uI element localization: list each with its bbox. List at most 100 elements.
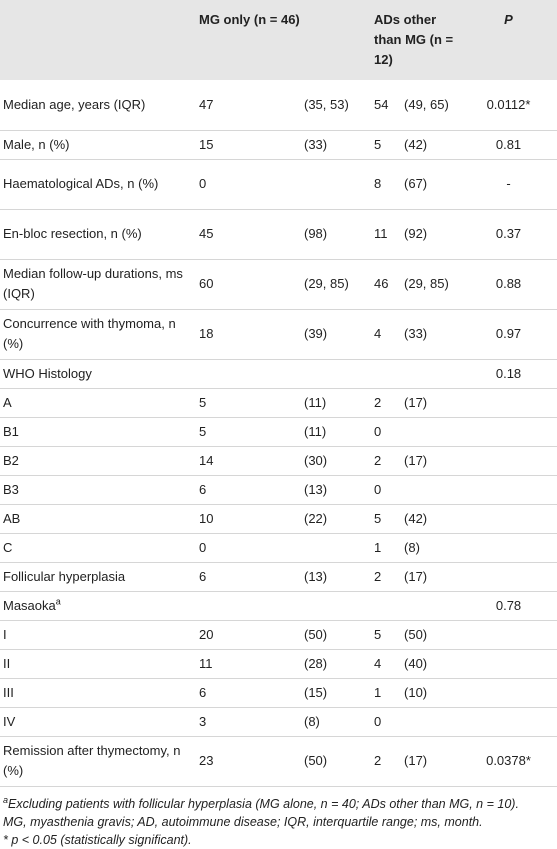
row-label: B3 [0,475,195,505]
label-sup: a [55,596,61,607]
table-cell: (17) [400,562,461,592]
table-cell: 2 [370,562,401,592]
table-row: Haematological ADs, n (%) 0 8 (67) - [0,159,557,210]
table-cell: 2 [370,736,401,787]
row-label: A [0,388,195,418]
table-row: IV 3 (8) 0 [0,707,557,737]
table-cell: 0 [370,475,401,505]
label-text: Haematological ADs, n (%) [3,176,159,191]
table-cell: 2 [370,388,401,418]
table-cell: (67) [400,159,461,210]
table-cell [460,707,557,737]
label-text: En-bloc resection, n (%) [3,226,142,241]
label-text: C [3,539,13,555]
table-cell [460,649,557,679]
label-text: B3 [3,481,19,497]
footnote: * p < 0.05 (statistically significant). [3,831,554,849]
table-cell [195,591,300,621]
table-cell: 5 [195,417,300,447]
label-text: Remission after thymectomy, n (%) [3,743,181,778]
table-cell [400,417,461,447]
table-row: B2 14 (30) 2 (17) [0,446,557,476]
row-label: En-bloc resection, n (%) [0,209,195,260]
table-cell: 18 [195,309,300,360]
row-label: IV [0,707,195,737]
table-cell [300,359,371,389]
table-row: Median follow-up durations, ms (IQR) 60 (2… [0,259,557,310]
row-label: III [0,678,195,708]
table-cell: 45 [195,209,300,260]
table-cell: 0.88 [460,259,557,310]
table-row: En-bloc resection, n (%) 45 (98) 11 (92) 0.37 [0,209,557,260]
table-row: AB 10 (22) 5 (42) [0,504,557,534]
table-row: Masaokaa 0.78 [0,591,557,621]
table-cell [370,591,401,621]
data-table: MG only (n = 46) ADs other than MG (n = … [0,0,557,787]
label-text: B2 [3,452,19,468]
label-text: Concurrence with thymoma, n (%) [3,316,176,351]
row-label: Masaokaa [0,591,195,621]
table-row: Concurrence with thymoma, n (%) 18 (39) 4 (3… [0,309,557,360]
table-cell: 6 [195,475,300,505]
table-cell: (50) [400,620,461,650]
table-row: II 11 (28) 4 (40) [0,649,557,679]
table-cell: (42) [400,504,461,534]
label-text: Male, n (%) [3,136,70,152]
table-cell [400,475,461,505]
table-cell: 4 [370,649,401,679]
table-cell: 20 [195,620,300,650]
table-cell [460,504,557,534]
row-label: Median age, years (IQR) [0,80,195,131]
table-cell: 1 [370,678,401,708]
table-cell: - [460,159,557,210]
table-cell: 4 [370,309,401,360]
table-row: III 6 (15) 1 (10) [0,678,557,708]
table-cell: 0 [195,533,300,563]
table-cell: (17) [400,736,461,787]
table-cell: (49, 65) [400,80,461,131]
table-body: Median age, years (IQR) 47 (35, 53) 54 (49, … [0,80,557,787]
header-cell: MG only (n = 46) [199,12,300,27]
label-text: III [3,684,14,700]
table-cell: 0 [370,417,401,447]
table-cell: (30) [300,446,371,476]
row-label: I [0,620,195,650]
row-label: B2 [0,446,195,476]
header-cell: P [504,12,513,27]
table-header: MG only (n = 46) ADs other than MG (n = … [0,0,557,80]
table-row: WHO Histology 0.18 [0,359,557,389]
table-cell: 15 [195,130,300,160]
footnote-marker: a [3,794,9,805]
table-row: C 0 1 (8) [0,533,557,563]
table-cell: (17) [400,446,461,476]
header-row: MG only (n = 46) ADs other than MG (n = … [0,0,557,80]
table-cell [460,562,557,592]
table-cell: 0.37 [460,209,557,260]
row-label: Remission after thymectomy, n (%) [0,736,195,787]
table-cell: (13) [300,475,371,505]
table-cell [370,359,401,389]
row-label: Median follow-up durations, ms (IQR) [0,259,195,310]
table-cell: (17) [400,388,461,418]
table-cell [460,446,557,476]
table-cell: 0 [370,707,401,737]
table-cell: 0.0112* [460,80,557,131]
table-cell: (40) [400,649,461,679]
table-cell [300,591,371,621]
table-cell: (8) [400,533,461,563]
table-row: Male, n (%) 15 (33) 5 (42) 0.81 [0,130,557,160]
table-cell: 0.18 [460,359,557,389]
table-cell: (39) [300,309,371,360]
table-cell: 0.0378* [460,736,557,787]
table-cell: (10) [400,678,461,708]
label-text: Masaoka [3,597,56,613]
table-cell: 60 [195,259,300,310]
footnote-text: * p < 0.05 (statistically significant). [3,832,192,847]
table-cell [460,388,557,418]
table-cell: 11 [195,649,300,679]
table-cell: (33) [300,130,371,160]
table-cell: (33) [400,309,461,360]
table-cell: 1 [370,533,401,563]
table-row: B1 5 (11) 0 [0,417,557,447]
